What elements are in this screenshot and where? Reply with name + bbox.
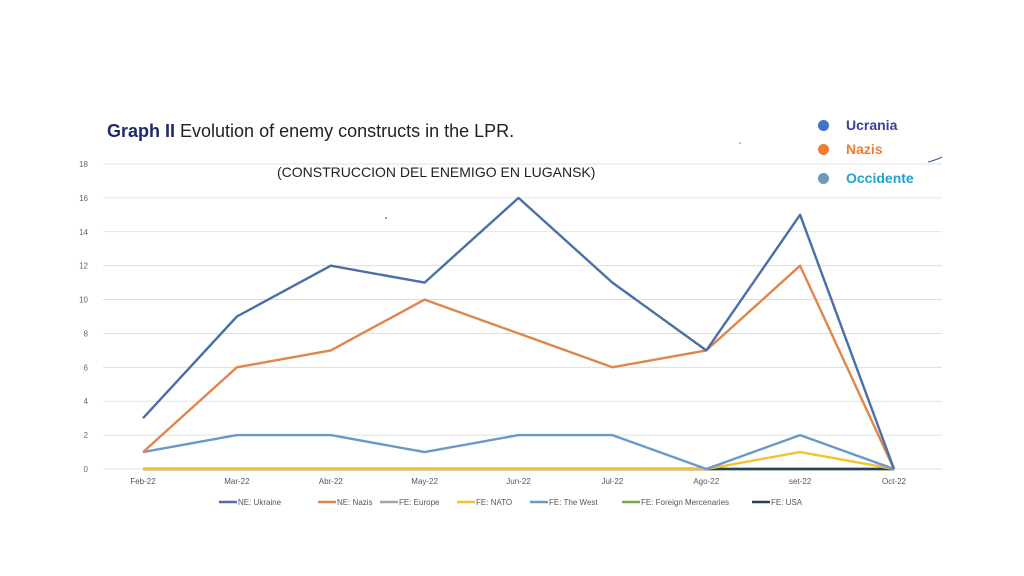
legend-label: NE: Nazis bbox=[337, 498, 373, 507]
series-line-ne-nazis bbox=[142, 264, 896, 470]
x-tick-label: Mar-22 bbox=[224, 477, 250, 486]
legend-label: Occidente bbox=[846, 170, 914, 186]
series-line-ne-ukraine bbox=[142, 196, 896, 470]
y-tick-label: 10 bbox=[79, 296, 88, 305]
title-rest: Evolution of enemy constructs in the LPR… bbox=[175, 121, 515, 141]
x-tick-label: Jul-22 bbox=[601, 477, 623, 486]
x-tick-label: Abr-22 bbox=[319, 477, 344, 486]
x-tick-label: Feb-22 bbox=[130, 477, 156, 486]
y-tick-label: 12 bbox=[79, 262, 88, 271]
x-tick-label: set-22 bbox=[789, 477, 812, 486]
y-tick-label: 14 bbox=[79, 228, 88, 237]
legend-item: FE: The West bbox=[530, 498, 598, 507]
legend-item: FE: Europe bbox=[380, 498, 440, 507]
x-tick-label: May-22 bbox=[411, 477, 438, 486]
legend-label: FE: USA bbox=[771, 498, 803, 507]
x-tick-label: Jun-22 bbox=[506, 477, 531, 486]
stray-dot bbox=[739, 142, 741, 144]
legend-item: NE: Ukraine bbox=[219, 498, 282, 507]
legend-nazis: Nazis bbox=[816, 137, 914, 161]
y-tick-label: 2 bbox=[84, 431, 89, 440]
y-tick-label: 8 bbox=[84, 329, 89, 338]
legend-occidente: Occidente bbox=[816, 166, 914, 190]
chart-title: (CONSTRUCCION DEL ENEMIGO EN LUGANSK) bbox=[277, 164, 596, 180]
legend-label: FE: Foreign Mercenaries bbox=[641, 498, 729, 507]
legend-label: Nazis bbox=[846, 141, 883, 157]
series-line-fe-nato bbox=[143, 450, 895, 471]
stray-mark bbox=[927, 156, 943, 163]
legend-item: FE: NATO bbox=[457, 498, 512, 507]
y-tick-label: 16 bbox=[79, 194, 88, 203]
y-tick-label: 0 bbox=[84, 465, 89, 474]
y-tick-label: 4 bbox=[84, 397, 89, 406]
category-legend: Ucrania Nazis Occidente bbox=[816, 113, 914, 190]
stray-dot bbox=[385, 217, 387, 219]
dot-icon bbox=[818, 143, 829, 155]
x-tick-label: Oct-22 bbox=[882, 477, 907, 486]
legend-label: FE: NATO bbox=[476, 498, 512, 507]
legend-ucrania: Ucrania bbox=[816, 113, 914, 137]
page-title: Graph II Evolution of enemy constructs i… bbox=[107, 121, 514, 142]
series-lines bbox=[142, 196, 896, 471]
x-tick-label: Ago-22 bbox=[693, 477, 719, 486]
dot-icon bbox=[818, 172, 829, 184]
chart-legend: NE: Ukraine NE: Nazis FE: Europe FE: NATO FE… bbox=[219, 498, 803, 507]
legend-label: FE: Europe bbox=[399, 498, 440, 507]
legend-item: NE: Nazis bbox=[318, 498, 373, 507]
x-axis-ticks: Feb-22 Mar-22 Abr-22 May-22 Jun-22 Jul-22 Ago-… bbox=[130, 477, 906, 486]
legend-label: Ucrania bbox=[846, 117, 898, 133]
y-axis-ticks: 0 2 4 6 8 10 12 14 16 18 bbox=[79, 160, 88, 474]
legend-label: NE: Ukraine bbox=[238, 498, 282, 507]
legend-item: FE: USA bbox=[752, 498, 803, 507]
gridlines bbox=[103, 163, 942, 470]
y-tick-label: 6 bbox=[84, 363, 89, 372]
y-tick-label: 18 bbox=[79, 160, 88, 169]
title-lead: Graph II bbox=[107, 121, 176, 141]
dot-icon bbox=[818, 119, 829, 131]
legend-label: FE: The West bbox=[549, 498, 598, 507]
legend-item: FE: Foreign Mercenaries bbox=[622, 498, 729, 507]
series-line-fe-the-west bbox=[142, 433, 895, 471]
